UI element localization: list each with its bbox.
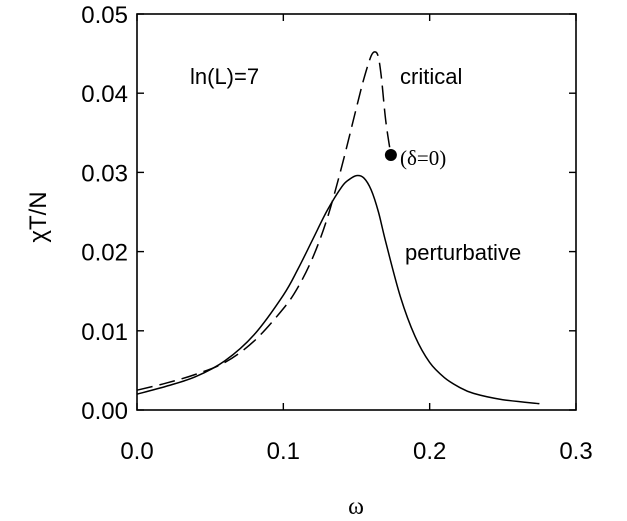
endpoint-marker bbox=[384, 148, 397, 161]
annotation-critical: critical bbox=[400, 64, 462, 89]
series-layer bbox=[136, 51, 540, 405]
y-tick-label: 0.03 bbox=[81, 160, 128, 187]
y-tick-label: 0.01 bbox=[81, 319, 128, 346]
series-critical-line bbox=[136, 51, 392, 391]
x-axis-label: ω bbox=[348, 494, 364, 520]
y-axis-ticks: 0.00 0.01 0.02 0.03 0.04 0.05 bbox=[81, 2, 576, 425]
y-tick-label: 0.05 bbox=[81, 2, 128, 29]
series-perturbative-line bbox=[136, 174, 540, 405]
x-tick-label: 0.2 bbox=[413, 438, 446, 465]
y-tick-label: 0.04 bbox=[81, 81, 128, 108]
y-tick-label: 0.02 bbox=[81, 240, 128, 267]
x-axis-ticks: 0.0 0.1 0.2 0.3 bbox=[120, 14, 593, 465]
y-axis-label: χT/N bbox=[25, 191, 52, 242]
plot-border bbox=[136, 13, 577, 411]
annotation-param: ln(L)=7 bbox=[190, 64, 259, 89]
x-tick-label: 0.1 bbox=[267, 438, 300, 465]
y-tick-label: 0.00 bbox=[81, 398, 128, 425]
x-tick-label: 0.0 bbox=[120, 438, 153, 465]
annotation-endpoint: (δ=0) bbox=[400, 146, 446, 170]
x-tick-label: 0.3 bbox=[559, 438, 592, 465]
plot-frame bbox=[136, 13, 577, 411]
annotation-perturbative: perturbative bbox=[405, 240, 521, 265]
